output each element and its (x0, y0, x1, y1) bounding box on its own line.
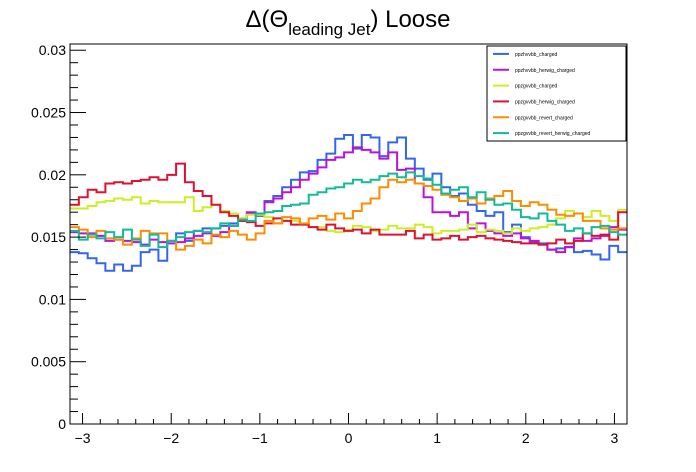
series-layer (70, 133, 627, 272)
y-tick-label: 0.025 (31, 105, 66, 121)
legend-label-2: ppzhvvbb_herwig_charged (515, 68, 575, 74)
series-line-6 (70, 171, 627, 249)
chart-title-suffix: ) Loose (370, 6, 450, 33)
legend-label-1: ppzhvvbb_charged (515, 52, 557, 58)
y-tick-label: 0.01 (39, 291, 66, 307)
x-tick-label: 0 (345, 430, 353, 446)
y-tick-label: 0.005 (31, 354, 66, 370)
x-tick-label: −3 (75, 430, 91, 446)
chart-title-main: Δ(Θ (246, 6, 289, 33)
legend-box (486, 45, 627, 142)
y-tick-label: 0.03 (39, 42, 66, 58)
legend-label-6: ppzgvvbb_revert_herwig_charged (515, 131, 591, 137)
x-tick-label: 1 (433, 430, 441, 446)
chart-title: Δ(Θleading Jet) Loose (246, 6, 451, 39)
x-tick-label: −1 (252, 430, 268, 446)
y-tick-label: 0.02 (39, 167, 66, 183)
x-tick-label: 3 (611, 430, 619, 446)
legend-label-3: ppzgvvbb_charged (515, 84, 557, 90)
x-tick-label: 2 (522, 430, 530, 446)
y-tick-label: 0 (58, 416, 66, 432)
series-line-2 (70, 146, 627, 254)
series-line-4 (70, 162, 627, 246)
legend: ppzhvvbb_charged ppzhvvbb_herwig_chargedp… (486, 45, 627, 142)
series-line-5 (70, 178, 627, 251)
series-line-1 (70, 133, 627, 272)
axes-layer: −3 −2 −1 0 1 2 3 0 0.005 0.01 0.015 0.02 0.025 0.03 (31, 42, 619, 446)
y-tick-label: 0.015 (31, 229, 66, 245)
legend-label-5: ppzgvvbb_revert_charged (515, 115, 573, 121)
x-tick-label: −2 (163, 430, 179, 446)
legend-label-4: ppzgvvbb_herwig_charged (515, 99, 575, 105)
chart-title-subscript: leading Jet (288, 20, 371, 39)
series-line-3 (70, 196, 627, 235)
